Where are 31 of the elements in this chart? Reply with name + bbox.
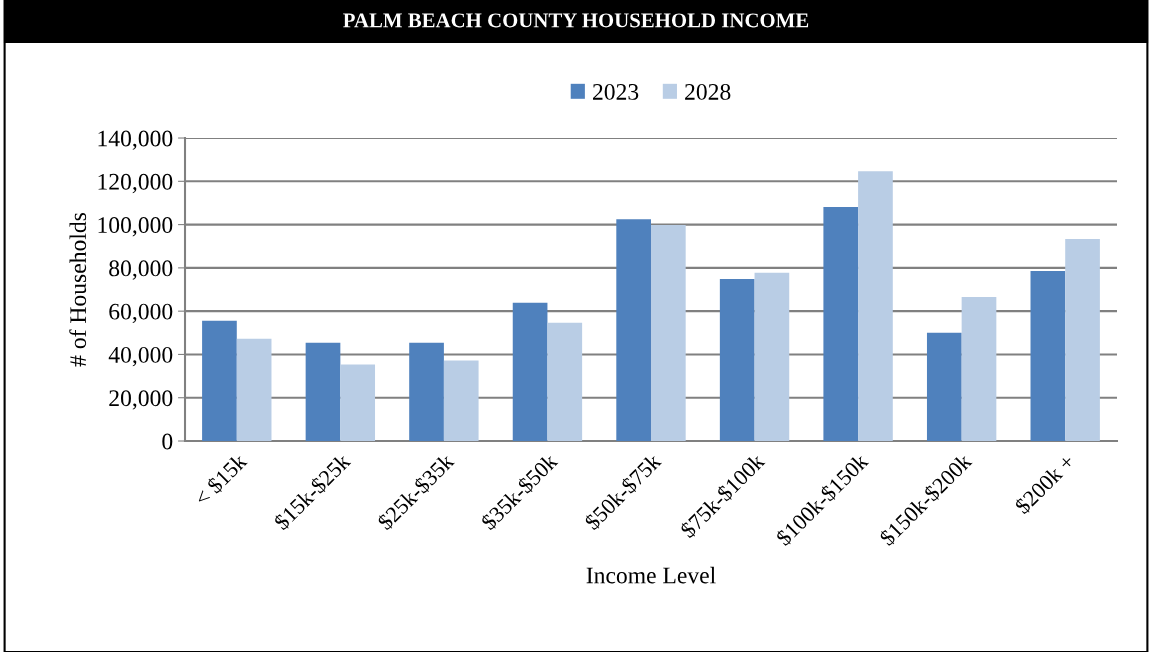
y-tick-label: 80,000 [109,260,173,280]
y-tick-label: 100,000 [98,217,173,237]
bar [926,332,962,442]
bar [340,364,376,442]
y-tick-label: 20,000 [109,390,173,410]
bar [823,207,859,442]
bar [858,171,893,442]
bar [305,342,341,442]
y-tick-label: 140,000 [98,130,173,150]
bar [651,225,686,442]
bar [719,278,755,442]
bar [547,322,583,442]
y-tick-label: 120,000 [98,173,173,194]
legend-label: 2023 [593,83,639,100]
bar [202,320,237,442]
y-tick-label: 60,000 [109,303,173,323]
y-axis-title: # of Households [69,212,87,367]
bar [1065,239,1100,442]
bar [236,338,272,442]
bar [443,360,479,442]
chart-title: PALM BEACH COUNTY HOUSEHOLD INCOME [343,13,809,28]
bar [512,302,548,442]
bar [1030,270,1066,442]
bar [409,342,444,442]
legend-label: 2028 [685,83,731,100]
bar [754,272,790,442]
y-tick-label: 40,000 [108,346,173,367]
x-axis-title: Income Level [586,566,716,584]
bar [616,219,651,442]
y-tick-label: 0 [162,433,173,450]
bar [961,296,997,442]
